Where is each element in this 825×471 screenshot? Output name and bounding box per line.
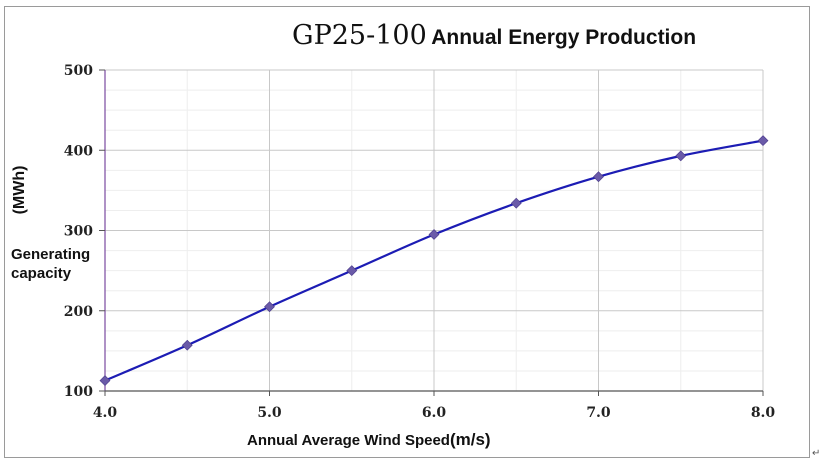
data-point (181, 339, 193, 351)
x-tick-label: 8.0 (751, 405, 776, 421)
y-axis-label: Generating capacity (11, 246, 91, 282)
y-tick-label: 400 (64, 143, 93, 159)
y-tick-label: 100 (64, 384, 93, 400)
data-point (675, 150, 687, 162)
chart-title: GP25-100 Annual Energy Production (292, 20, 696, 51)
y-tick-label: 200 (64, 304, 93, 320)
x-tick-label: 4.0 (93, 405, 118, 421)
chart-title-text: Annual Energy Production (431, 26, 697, 49)
x-tick-label: 6.0 (422, 405, 447, 421)
data-point (510, 197, 522, 209)
x-tick-label: 5.0 (257, 405, 282, 421)
y-tick-label: 500 (64, 63, 93, 79)
chart-title-model: GP25-100 (292, 20, 427, 51)
data-point (264, 301, 275, 313)
axes (99, 69, 764, 396)
return-mark-icon: ↵ (812, 448, 821, 459)
chart-frame (4, 6, 810, 458)
x-axis-unit-label: (m/s) (449, 430, 491, 449)
data-point (428, 229, 440, 240)
data-point (99, 375, 111, 386)
y-tick-label: 300 (64, 224, 93, 240)
data-point (593, 171, 604, 183)
x-axis-label-group: Annual Average Wind Speed(m/s) (247, 430, 491, 450)
data-point (757, 135, 769, 147)
series-group (99, 135, 769, 386)
tick-labels: 100 200 300 400 500 4.0 5.0 6.0 7.0 8.0 (64, 63, 776, 421)
x-tick-label: 7.0 (586, 405, 611, 421)
x-axis-label: Annual Average Wind Speed (247, 432, 450, 449)
data-point (346, 265, 358, 277)
